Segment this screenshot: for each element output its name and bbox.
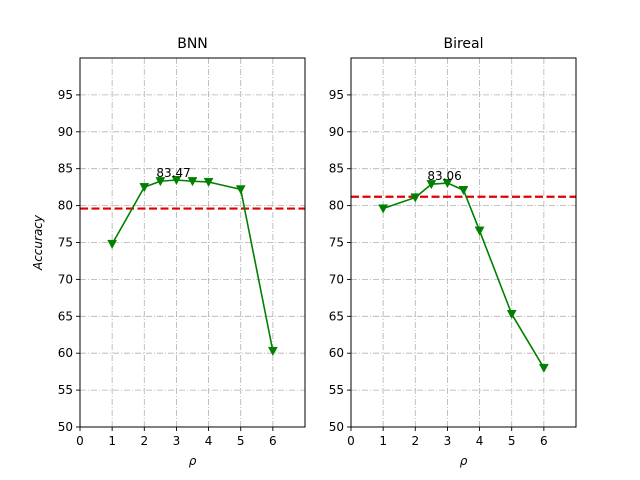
chart-title: Bireal <box>443 36 483 52</box>
data-point-marker <box>538 363 549 373</box>
x-tick-label: 6 <box>540 434 548 448</box>
x-tick-label: 1 <box>108 434 116 448</box>
y-tick-label: 80 <box>329 199 344 213</box>
x-tick-label: 3 <box>173 434 181 448</box>
peak-annotation-label: 83.47 <box>156 166 190 180</box>
y-tick-label: 65 <box>329 309 344 323</box>
x-tick-label: 1 <box>379 434 387 448</box>
x-tick-label: 2 <box>140 434 148 448</box>
y-tick-label: 95 <box>58 88 73 102</box>
y-tick-label: 60 <box>58 346 73 360</box>
x-tick-label: 0 <box>347 434 355 448</box>
data-point-marker <box>203 177 214 188</box>
y-tick-label: 75 <box>329 236 344 250</box>
y-tick-label: 90 <box>329 125 344 139</box>
data-point-marker <box>474 226 485 236</box>
data-point-marker <box>442 178 453 189</box>
chart-panel-1: 83.47 0 1 2 3 4 5 6 50 55 60 65 70 75 80 85 90 95 BNN ρ Accu… <box>31 36 306 468</box>
data-point-marker <box>107 239 118 250</box>
data-point-marker <box>506 310 517 320</box>
x-tick-label: 2 <box>411 434 419 448</box>
y-tick-label: 90 <box>58 125 73 139</box>
series-line <box>382 182 545 369</box>
y-tick-label: 60 <box>329 346 344 360</box>
y-tick-label: 70 <box>329 272 344 286</box>
data-point-marker <box>267 346 278 357</box>
data-point-marker <box>171 175 182 186</box>
x-tick-label: 0 <box>76 434 84 448</box>
y-tick-label: 85 <box>329 162 344 176</box>
y-tick-label: 95 <box>329 88 344 102</box>
x-tick-label: 6 <box>269 434 277 448</box>
data-point-marker <box>155 177 166 187</box>
y-tick-label: 55 <box>58 383 73 397</box>
data-point-marker <box>378 204 389 214</box>
y-axis-label: Accuracy <box>31 214 45 271</box>
y-tick-label: 55 <box>329 383 344 397</box>
y-tick-label: 85 <box>58 162 73 176</box>
x-tick-label: 5 <box>508 434 516 448</box>
y-tick-label: 65 <box>58 309 73 323</box>
y-tick-label: 75 <box>58 236 73 250</box>
data-point-marker <box>458 186 469 196</box>
data-point-marker <box>426 180 437 190</box>
x-tick-label: 4 <box>205 434 213 448</box>
x-tick-label: 3 <box>444 434 452 448</box>
y-tick-label: 80 <box>58 199 73 213</box>
chart-title: BNN <box>177 36 208 52</box>
x-tick-label: 5 <box>237 434 245 448</box>
x-axis-label: ρ <box>460 454 468 468</box>
y-tick-label: 70 <box>58 272 73 286</box>
chart-panel-2: 83.06 0 1 2 3 4 5 6 50 55 60 65 70 75 80 85 90 95 Bireal ρ <box>329 36 577 468</box>
x-tick-label: 4 <box>476 434 484 448</box>
x-axis-label: ρ <box>189 454 197 468</box>
data-point-marker <box>139 183 150 193</box>
peak-annotation-label: 83.06 <box>427 169 461 183</box>
data-point-marker <box>235 185 246 195</box>
y-tick-label: 50 <box>329 420 344 434</box>
data-point-marker <box>187 177 198 187</box>
y-tick-label: 50 <box>58 420 73 434</box>
data-point-marker <box>410 193 421 203</box>
